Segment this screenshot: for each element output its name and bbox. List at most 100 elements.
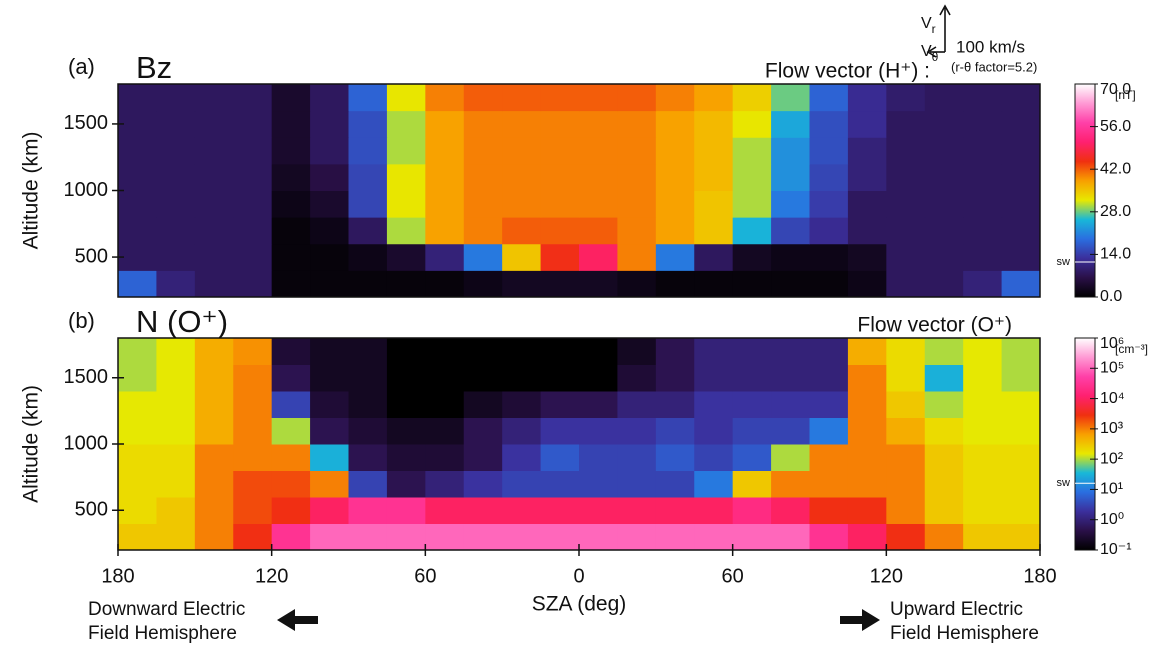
heatmap-cell: [156, 190, 196, 218]
heatmap-cell: [963, 217, 1003, 245]
heatmap-cell: [694, 523, 734, 551]
heatmap-cell: [886, 523, 926, 551]
heatmap-cell: [156, 523, 196, 551]
heatmap-cell: [348, 110, 388, 138]
heatmap-cell: [233, 190, 273, 218]
heatmap-cell: [271, 444, 311, 471]
heatmap-cell: [579, 84, 618, 112]
heatmap-cell: [924, 497, 964, 524]
colorbar-tick-label: 10⁶: [1100, 335, 1124, 352]
heatmap-cell: [963, 163, 1003, 191]
heatmap-cell: [617, 364, 657, 392]
heatmap-cell: [963, 243, 1003, 271]
heatmap-cell: [156, 470, 196, 498]
heatmap-cell: [655, 391, 695, 418]
heatmap-cell: [540, 338, 580, 365]
heatmap-cell: [963, 523, 1003, 551]
vector-subscript: θ: [932, 50, 939, 64]
heatmap-cell: [540, 523, 580, 551]
heatmap-cell: [963, 391, 1003, 418]
heatmap-cell: [194, 523, 234, 551]
heatmap-cell: [310, 417, 349, 445]
heatmap-cell: [386, 190, 426, 218]
y-tick-label: 500: [75, 245, 108, 267]
heatmap-cell: [386, 497, 426, 524]
heatmap-cell: [540, 137, 580, 165]
heatmap-cell: [886, 497, 926, 524]
heatmap-cell: [809, 470, 849, 498]
heatmap-cell: [579, 137, 618, 165]
heatmap-cell: [271, 110, 311, 138]
heatmap-cell: [694, 84, 734, 112]
heatmap-cell: [771, 84, 810, 112]
heatmap-cell: [348, 84, 388, 112]
heatmap-cell: [771, 243, 810, 271]
heatmap-cell: [1001, 338, 1041, 365]
heatmap-cell: [1001, 137, 1041, 165]
heatmap-cell: [502, 523, 542, 551]
heatmap-cell: [540, 470, 580, 498]
vector-symbol: V: [921, 15, 932, 32]
heatmap-cell: [463, 137, 503, 165]
heatmap-cell: [1001, 417, 1041, 445]
heatmap-cell: [809, 497, 849, 524]
heatmap-cell: [617, 470, 657, 498]
x-tick-label: 180: [1023, 565, 1056, 587]
heatmap-cell: [118, 243, 157, 271]
heatmap-cell: [118, 137, 157, 165]
heatmap-cell: [809, 391, 849, 418]
heatmap-cell: [732, 243, 772, 271]
hemisphere-label: Upward Electric: [890, 599, 1023, 620]
heatmap-cell: [771, 444, 810, 471]
heatmap-cell: [502, 497, 542, 524]
heatmap-cell: [847, 391, 887, 418]
heatmap-cell: [540, 391, 580, 418]
heatmap-cell: [924, 391, 964, 418]
heatmap-cell: [694, 110, 734, 138]
heatmap-cell: [617, 190, 657, 218]
heatmap-cell: [732, 190, 772, 218]
heatmap-cell: [118, 497, 157, 524]
heatmap-cell: [233, 338, 273, 365]
heatmap-cell: [886, 190, 926, 218]
heatmap-cell: [118, 470, 157, 498]
heatmap-cell: [310, 364, 349, 392]
heatmap-cell: [579, 364, 618, 392]
heatmap-cell: [540, 497, 580, 524]
sw-marker-label: sw: [1057, 477, 1071, 489]
heatmap-cell: [425, 523, 465, 551]
colorbar-tick-label: 70.0: [1100, 81, 1131, 98]
heatmap-cell: [694, 270, 734, 298]
heatmap-cell: [809, 137, 849, 165]
colorbar-tick-label: 28.0: [1100, 203, 1131, 220]
heatmap-cell: [425, 391, 465, 418]
heatmap-cell: [271, 523, 311, 551]
heatmap-cell: [540, 417, 580, 445]
heatmap-cell: [847, 163, 887, 191]
vector-component: Vr: [921, 15, 936, 36]
heatmap-cell: [809, 338, 849, 365]
heatmap-cell: [924, 338, 964, 365]
heatmap-cell: [156, 391, 196, 418]
heatmap-cell: [502, 84, 542, 112]
heatmap-cell: [617, 137, 657, 165]
heatmap-cell: [233, 523, 273, 551]
heatmap-cell: [425, 270, 465, 298]
heatmap-cell: [540, 217, 580, 245]
heatmap-cell: [847, 217, 887, 245]
heatmap-cell: [886, 470, 926, 498]
heatmap-cell: [1001, 270, 1041, 298]
heatmap-cell: [156, 417, 196, 445]
x-tick-label: 120: [870, 565, 903, 587]
heatmap-cell: [771, 163, 810, 191]
heatmap-cell: [1001, 190, 1041, 218]
heatmap-cell: [233, 137, 273, 165]
heatmap-cell: [886, 243, 926, 271]
heatmap-cell: [463, 523, 503, 551]
heatmap-cell: [310, 391, 349, 418]
heatmap-cell: [233, 470, 273, 498]
heatmap-cell: [924, 523, 964, 551]
heatmap-cell: [425, 497, 465, 524]
heatmap-cell: [425, 84, 465, 112]
heatmap-cell: [963, 84, 1003, 112]
